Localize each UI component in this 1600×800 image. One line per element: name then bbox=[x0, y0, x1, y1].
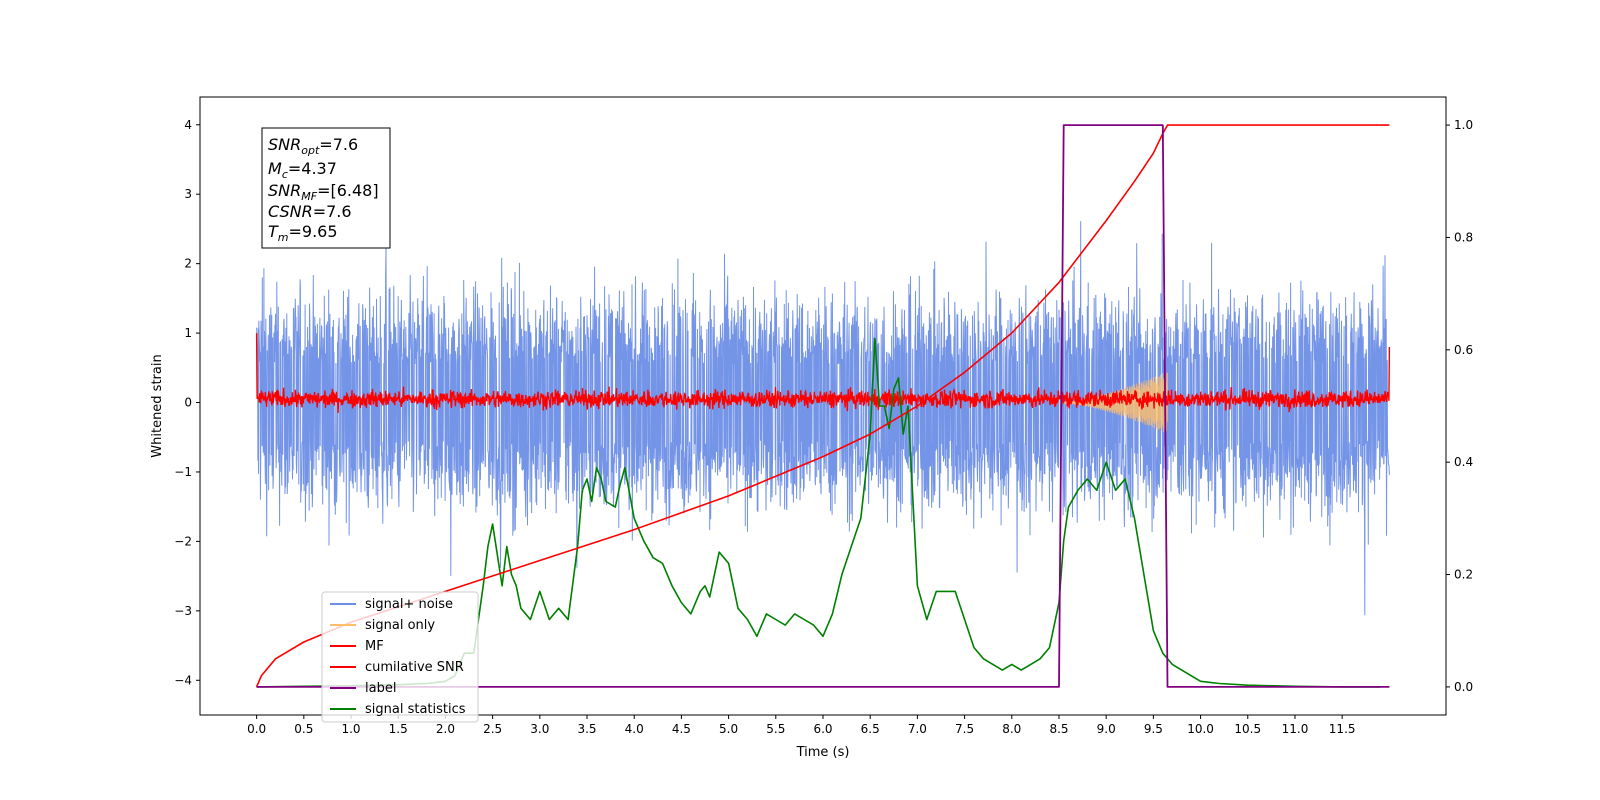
series-signal-noise bbox=[256, 221, 1390, 616]
legend-label-cumulative-snr: cumilative SNR bbox=[365, 660, 464, 675]
x-tick-label: 1.0 bbox=[341, 722, 360, 736]
x-tick-label: 4.0 bbox=[625, 722, 644, 736]
y2-tick-label: 1.0 bbox=[1454, 118, 1473, 132]
x-tick-label: 8.5 bbox=[1049, 722, 1068, 736]
annotation-frame bbox=[261, 127, 391, 249]
x-tick-label: 10.5 bbox=[1234, 722, 1261, 736]
annotation-line-tm: Tm=9.65 bbox=[268, 222, 338, 244]
series-cumulative-snr bbox=[255, 124, 1390, 688]
x-tick-label: 9.5 bbox=[1144, 722, 1163, 736]
axis-layer: 0.0 0.5 1.0 1.5 2.0 2.5 3.0 3.5 4.0 4.5 5.0 5.5 6.0 6… bbox=[174, 118, 1473, 736]
x-tick-label: 3.5 bbox=[577, 722, 596, 736]
x-tick-label: 7.5 bbox=[955, 722, 974, 736]
x-tick-label: 11.5 bbox=[1329, 722, 1356, 736]
x-tick-label: 8.0 bbox=[1002, 722, 1021, 736]
legend-label-label: label bbox=[365, 681, 396, 696]
series-signal-statistics bbox=[256, 337, 1380, 688]
y2-tick-label: 0.6 bbox=[1454, 343, 1473, 357]
legend-label-mf: MF bbox=[365, 639, 384, 654]
y-tick-label: −1 bbox=[174, 465, 192, 479]
x-tick-label: 0.0 bbox=[247, 722, 266, 736]
annotation-line-csnr: CSNR=7.6 bbox=[268, 202, 352, 221]
annotation-line-snr-mf: SNRMF=[6.48] bbox=[268, 181, 379, 203]
y-tick-label: 0 bbox=[184, 396, 192, 410]
y-axis-label: Whitened strain bbox=[150, 354, 165, 457]
x-tick-label: 2.0 bbox=[436, 722, 455, 736]
y-tick-label: 2 bbox=[184, 257, 192, 271]
y-tick-label: 4 bbox=[184, 118, 192, 132]
y-tick-label: −4 bbox=[174, 673, 192, 687]
legend-label-signal-statistics: signal statistics bbox=[365, 702, 466, 717]
y2-tick-label: 0.4 bbox=[1454, 455, 1473, 469]
annotation-box: SNRopt=7.6 Mc=4.37 SNRMF=[6.48] CSNR=7.6… bbox=[261, 127, 391, 249]
x-tick-label: 3.0 bbox=[530, 722, 549, 736]
series-mf bbox=[255, 333, 1391, 413]
y-tick-label: −2 bbox=[174, 534, 192, 548]
x-tick-label: 6.5 bbox=[861, 722, 880, 736]
x-tick-label: 2.5 bbox=[483, 722, 502, 736]
legend-label-signal-noise: signal+ noise bbox=[365, 597, 453, 612]
x-tick-label: 9.0 bbox=[1097, 722, 1116, 736]
x-tick-label: 5.5 bbox=[766, 722, 785, 736]
series-layer bbox=[255, 124, 1391, 688]
legend: signal+ noise signal only MF cumilative … bbox=[321, 591, 479, 723]
x-axis-label: Time (s) bbox=[796, 745, 850, 760]
annotation-line-mc: Mc=4.37 bbox=[268, 159, 337, 181]
x-tick-label: 11.0 bbox=[1282, 722, 1309, 736]
y2-tick-label: 0.2 bbox=[1454, 568, 1473, 582]
x-tick-label: 4.5 bbox=[672, 722, 691, 736]
y2-tick-label: 0.8 bbox=[1454, 230, 1473, 244]
y-tick-label: 1 bbox=[184, 326, 192, 340]
annotation-line-snr-opt: SNRopt=7.6 bbox=[268, 135, 358, 157]
x-tick-label: 1.5 bbox=[389, 722, 408, 736]
x-tick-label: 6.0 bbox=[813, 722, 832, 736]
y2-tick-label: 0.0 bbox=[1454, 680, 1473, 694]
series-label bbox=[256, 124, 1390, 688]
x-tick-label: 7.0 bbox=[908, 722, 927, 736]
y-tick-label: 3 bbox=[184, 187, 192, 201]
legend-label-signal-only: signal only bbox=[365, 618, 435, 633]
x-tick-label: 0.5 bbox=[294, 722, 313, 736]
x-tick-label: 5.0 bbox=[719, 722, 738, 736]
legend-frame bbox=[321, 591, 479, 723]
x-tick-label: 10.0 bbox=[1187, 722, 1214, 736]
y-tick-label: −3 bbox=[174, 604, 192, 618]
